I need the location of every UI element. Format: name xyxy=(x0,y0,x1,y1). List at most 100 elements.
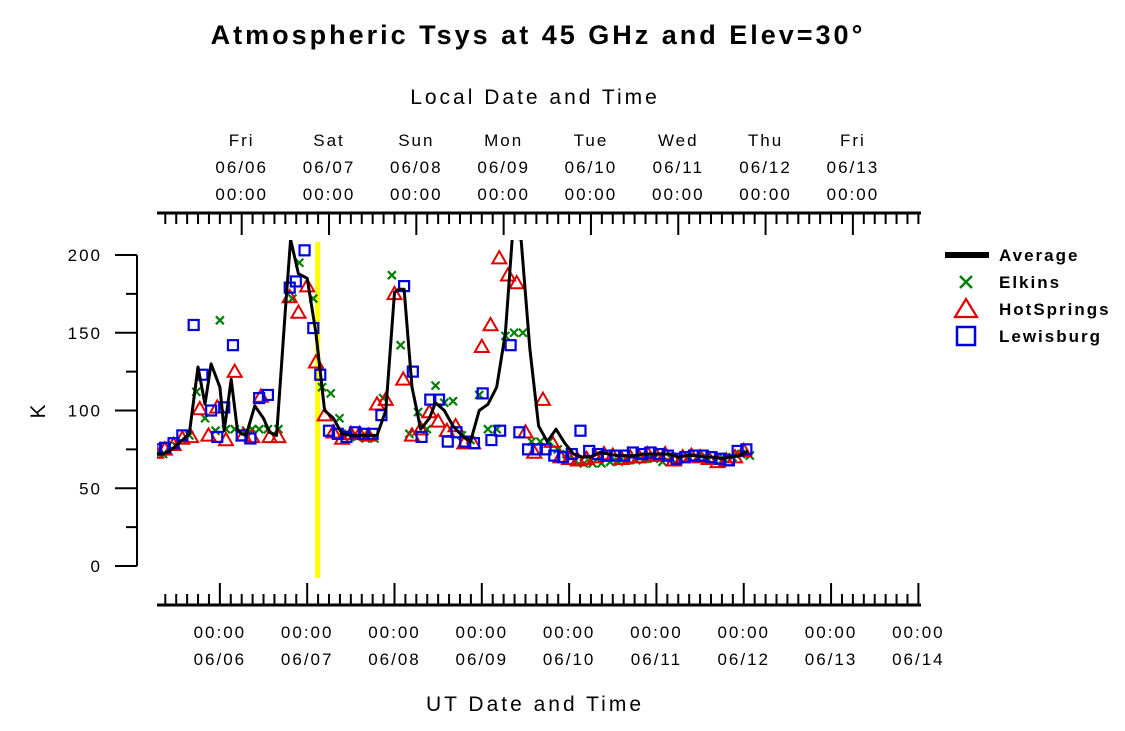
data-point-elkins xyxy=(334,413,345,424)
x-marker-stroke xyxy=(254,424,264,434)
top-tick-time-label: 00:00 xyxy=(565,185,618,204)
data-point-lewisburg xyxy=(415,430,428,444)
data-point-hotsprings xyxy=(394,370,412,386)
bottom-tick-time-label: 00:00 xyxy=(630,623,683,642)
legend-label-lewisburg: Lewisburg xyxy=(999,327,1102,346)
bottom-tick-time-label: 00:00 xyxy=(194,623,247,642)
data-point-lewisburg xyxy=(253,391,266,405)
data-point-lewisburg xyxy=(494,424,507,437)
top-tick-date-label: 06/09 xyxy=(477,158,530,177)
x-marker-stroke xyxy=(215,315,225,326)
top-tick-time-label: 00:00 xyxy=(652,185,705,204)
bottom-tick-date-label: 06/06 xyxy=(194,650,247,669)
data-point-elkins xyxy=(518,327,528,338)
top-tick-day-label: Wed xyxy=(658,131,699,150)
data-point-hotsprings xyxy=(516,423,535,439)
x-marker-stroke xyxy=(509,327,519,338)
data-point-lewisburg xyxy=(349,426,362,439)
legend: Average Elkins HotSprings Lewisburg xyxy=(945,246,1111,347)
data-point-lewisburg xyxy=(521,443,535,456)
bottom-tick-time-label: 00:00 xyxy=(281,623,334,642)
data-point-hotsprings xyxy=(289,303,308,319)
top-tick-date-label: 06/12 xyxy=(739,158,792,177)
data-point-hotsprings xyxy=(429,412,447,428)
data-point-lewisburg xyxy=(157,443,163,456)
bottom-tick-time-label: 00:00 xyxy=(717,623,770,642)
data-point-lewisburg xyxy=(513,426,526,439)
data-point-hotsprings xyxy=(534,390,552,406)
data-point-elkins xyxy=(395,340,406,350)
top-tick-time-label: 00:00 xyxy=(215,185,268,204)
data-point-lewisburg xyxy=(298,244,311,257)
data-point-hotsprings xyxy=(217,431,235,447)
data-point-elkins xyxy=(254,424,264,434)
legend-swatch-lewisburg xyxy=(955,325,977,347)
data-point-lewisburg xyxy=(476,387,489,400)
x-marker-stroke xyxy=(430,380,441,391)
series-average xyxy=(157,240,749,461)
data-point-elkins xyxy=(483,424,493,434)
data-point-lewisburg xyxy=(644,446,657,459)
y-tick-label: 0 xyxy=(91,557,102,576)
data-point-lewisburg xyxy=(530,443,543,456)
legend-label-hotsprings: HotSprings xyxy=(999,300,1111,319)
data-point-lewisburg xyxy=(722,454,736,467)
data-point-hotsprings xyxy=(525,443,543,459)
series-line-average xyxy=(157,240,749,461)
bottom-tick-date-label: 06/09 xyxy=(456,650,509,669)
top-tick-date-label: 06/10 xyxy=(565,158,618,177)
bottom-tick-date-label: 06/11 xyxy=(631,650,682,669)
top-tick-day-label: Sun xyxy=(398,131,434,150)
data-point-lewisburg xyxy=(187,318,200,332)
top-tick-date-label: 06/08 xyxy=(390,158,443,177)
bottom-tick-time-label: 00:00 xyxy=(892,623,945,642)
y-tick-label: 150 xyxy=(68,324,102,343)
data-point-lewisburg xyxy=(424,393,437,406)
top-tick-day-label: Sat xyxy=(313,131,345,150)
bottom-tick-date-label: 06/10 xyxy=(543,650,596,669)
data-point-lewisburg xyxy=(441,435,454,448)
bottom-tick-date-label: 06/14 xyxy=(892,650,945,669)
x-marker-stroke xyxy=(395,340,406,350)
x-axis-title: UT Date and Time xyxy=(426,693,644,716)
data-point-hotsprings xyxy=(191,399,209,416)
top-tick-date-label: 06/07 xyxy=(303,158,356,177)
data-point-lewisburg xyxy=(450,426,463,439)
legend-swatch-elkins xyxy=(959,275,973,289)
top-axis-title: Local Date and Time xyxy=(410,86,660,109)
bottom-tick-time-label: 00:00 xyxy=(456,623,509,642)
data-point-hotsprings xyxy=(199,426,218,442)
data-point-lewisburg xyxy=(539,443,552,456)
data-point-lewisburg xyxy=(289,275,302,288)
data-point-elkins xyxy=(325,388,336,399)
data-point-hotsprings xyxy=(490,249,508,265)
top-tick-day-label: Fri xyxy=(840,131,866,150)
top-tick-time-label: 00:00 xyxy=(390,185,443,204)
top-tick-time-label: 00:00 xyxy=(477,185,530,204)
bottom-tick-time-label: 00:00 xyxy=(543,623,596,642)
data-point-lewisburg xyxy=(485,433,498,447)
bottom-tick-date-label: 06/13 xyxy=(805,650,858,669)
data-point-lewisburg xyxy=(226,339,240,352)
top-tick-day-label: Fri xyxy=(229,131,255,150)
bottom-tick-time-label: 00:00 xyxy=(368,623,421,642)
top-tick-time-label: 00:00 xyxy=(739,185,792,204)
data-point-lewisburg xyxy=(218,401,231,414)
top-tick-day-label: Mon xyxy=(484,131,523,150)
y-tick-label: 50 xyxy=(79,479,102,498)
data-point-lewisburg xyxy=(548,449,561,462)
data-point-elkins xyxy=(509,327,519,338)
data-point-lewisburg xyxy=(322,424,336,437)
x-marker-stroke xyxy=(387,270,397,280)
data-point-hotsprings xyxy=(225,362,244,378)
chart-title: Atmospheric Tsys at 45 GHz and Elev=30° xyxy=(211,20,866,50)
data-point-hotsprings xyxy=(298,277,316,293)
x-marker-stroke xyxy=(448,396,458,406)
data-point-lewisburg xyxy=(626,446,639,459)
x-marker-stroke xyxy=(483,424,493,434)
data-point-lewisburg xyxy=(357,427,371,440)
x-marker-stroke xyxy=(334,413,345,424)
x-marker-stroke xyxy=(959,275,973,289)
x-marker-stroke xyxy=(287,293,298,304)
